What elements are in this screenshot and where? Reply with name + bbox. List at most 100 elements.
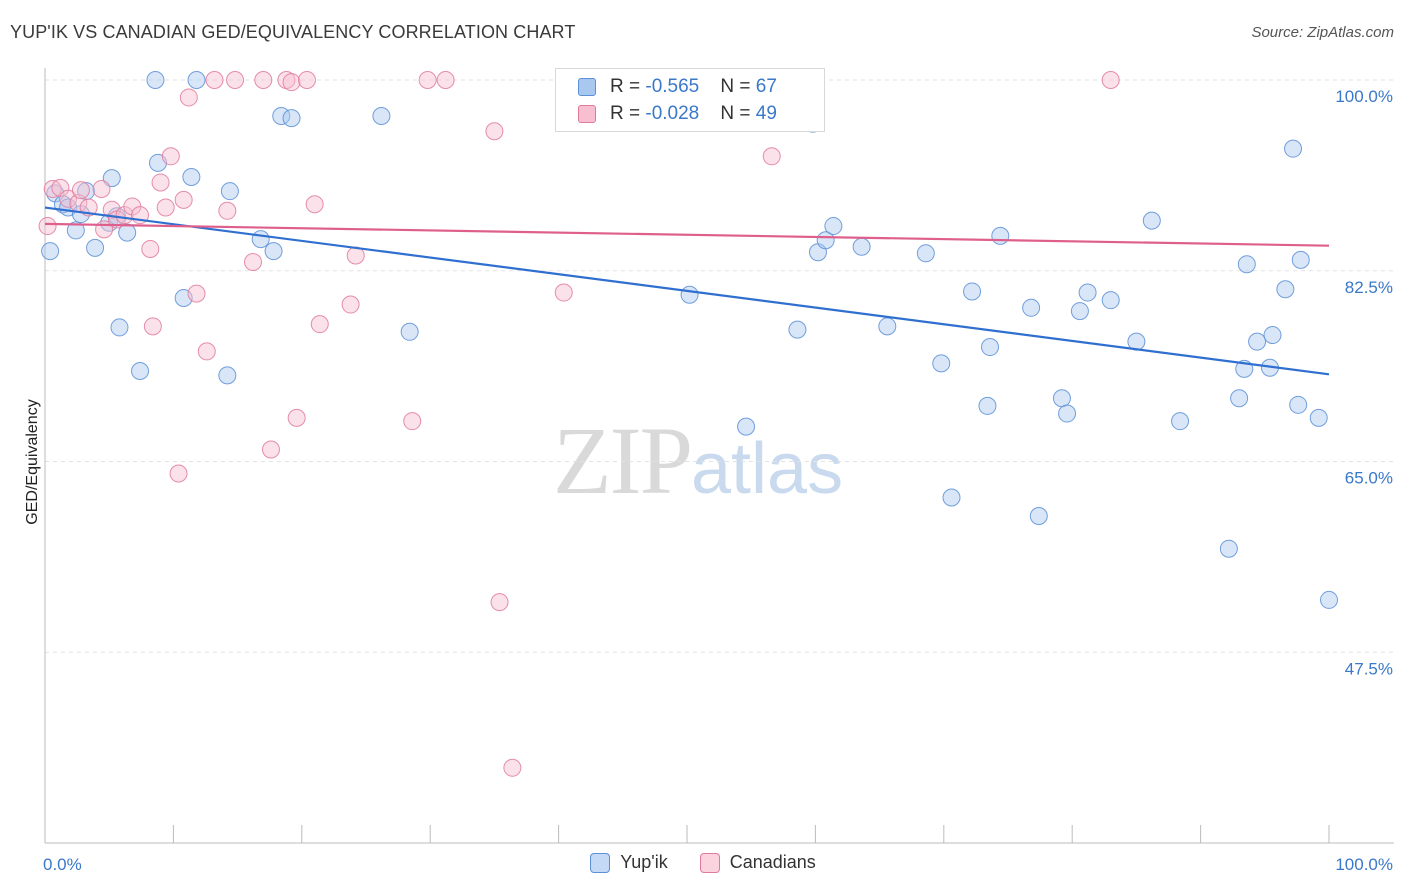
data-point: [981, 338, 1000, 357]
y-tick-label: 82.5%: [1345, 278, 1393, 297]
data-point: [1284, 139, 1303, 158]
data-point: [1058, 404, 1077, 423]
series-legend: Yup'ik Canadians: [0, 852, 1406, 873]
data-point: [1078, 283, 1097, 302]
legend-n-value-yupik: 67: [755, 76, 777, 97]
legend-n-label: N =: [720, 103, 756, 124]
data-point: [182, 168, 201, 187]
legend-swatch-yupik: [590, 852, 611, 873]
data-point: [978, 396, 997, 415]
source-credit: Source: ZipAtlas.com: [1251, 24, 1394, 41]
data-point: [1022, 298, 1041, 317]
data-point: [38, 217, 57, 236]
data-point: [1309, 408, 1328, 427]
data-point: [305, 195, 324, 214]
data-point: [141, 239, 160, 258]
legend-r-value-canadians: -0.028: [645, 103, 700, 124]
data-point: [197, 342, 216, 361]
legend-item-canadians[interactable]: Canadians: [699, 852, 816, 873]
data-point: [1289, 395, 1308, 414]
legend-row-canadians: R = -0.028 N = 49: [578, 100, 777, 128]
data-point: [503, 758, 522, 777]
data-point: [187, 71, 206, 89]
data-point: [1291, 250, 1310, 269]
data-point: [218, 366, 237, 385]
data-point: [1171, 412, 1190, 431]
legend-r-label: R =: [610, 103, 646, 124]
data-point: [788, 320, 807, 339]
data-point: [41, 242, 60, 261]
legend-n-value-canadians: 49: [755, 103, 777, 124]
trend-line-yupik: [44, 206, 1330, 376]
axes: [44, 68, 1394, 844]
y-tick-label: 100.0%: [1335, 87, 1393, 106]
data-point: [1142, 211, 1161, 230]
watermark-zip: ZIP: [553, 407, 693, 514]
data-point: [680, 285, 699, 304]
data-point: [110, 318, 129, 337]
data-point: [1070, 302, 1089, 321]
data-point: [43, 180, 62, 198]
data-point: [59, 189, 78, 208]
data-point: [282, 109, 301, 128]
legend-label-yupik: Yup'ik: [620, 852, 668, 872]
data-point: [1029, 507, 1048, 525]
data-point: [86, 238, 105, 257]
data-point: [287, 408, 306, 427]
legend-n-label: N =: [720, 76, 756, 97]
data-point: [220, 182, 239, 201]
data-point: [490, 593, 509, 612]
data-point: [244, 253, 263, 272]
data-point: [418, 71, 437, 89]
data-point: [852, 237, 871, 256]
legend-swatch-yupik: [578, 78, 596, 96]
data-point: [297, 71, 316, 89]
data-point: [261, 440, 280, 459]
legend-item-yupik[interactable]: Yup'ik: [590, 852, 668, 873]
legend-swatch-canadians: [578, 105, 596, 123]
data-point: [156, 198, 175, 217]
data-point: [66, 221, 85, 240]
data-point: [737, 417, 756, 436]
data-point: [310, 315, 329, 334]
data-point: [762, 147, 781, 166]
data-point: [169, 464, 188, 483]
data-point: [824, 217, 843, 236]
data-point: [1237, 255, 1256, 274]
legend-row-yupik: R = -0.565 N = 67: [578, 73, 777, 101]
data-point: [179, 88, 198, 107]
data-point: [554, 283, 573, 302]
data-point: [251, 230, 270, 249]
data-point: [1219, 539, 1238, 558]
data-point: [131, 362, 150, 381]
correlation-legend: R = -0.565 N = 67 R = -0.028 N = 49: [555, 68, 825, 132]
data-point: [403, 412, 422, 431]
data-point: [218, 201, 237, 220]
series-canadians: [38, 71, 1120, 777]
data-point: [92, 180, 111, 198]
data-point: [146, 71, 165, 89]
series-yupik: [41, 71, 1338, 609]
data-point: [400, 322, 419, 341]
data-point: [372, 106, 391, 125]
legend-r-label: R =: [610, 76, 646, 97]
axis-labels: 47.5% 65.0% 82.5% 100.0% 0.0% 100.0% GED/Equiv…: [24, 87, 1393, 874]
legend-r-value-yupik: -0.565: [645, 76, 700, 97]
data-point: [151, 173, 170, 192]
trend-line-canadians: [44, 222, 1330, 247]
grid-lines: [45, 79, 1394, 653]
data-point: [226, 71, 245, 89]
data-point: [174, 190, 193, 209]
data-point: [963, 282, 982, 301]
x-tick-label: 0.0%: [43, 855, 82, 874]
data-point: [1101, 291, 1120, 310]
watermark: ZIPatlas: [553, 405, 843, 516]
data-point: [161, 147, 180, 166]
y-tick-label: 65.0%: [1345, 469, 1393, 488]
data-point: [1276, 280, 1295, 299]
watermark-atlas: atlas: [691, 429, 844, 509]
data-point: [264, 242, 283, 261]
data-point: [118, 223, 137, 242]
y-axis-label: GED/Equivalency: [24, 399, 41, 524]
